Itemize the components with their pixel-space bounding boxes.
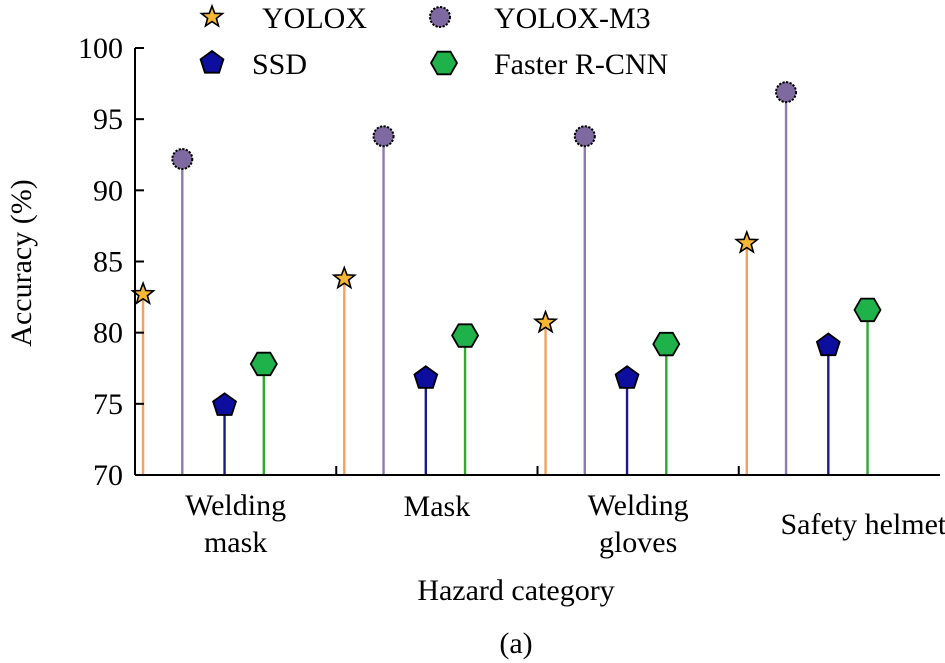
- y-tick-label: 100: [78, 32, 123, 65]
- figure-caption: (a): [499, 627, 532, 660]
- data-point: [734, 229, 760, 254]
- legend-marker: [429, 6, 451, 28]
- data-point: [532, 309, 559, 334]
- legend: YOLOX YOLOX-M3 SSD Faster R-CNN: [199, 2, 668, 81]
- data-point: [573, 125, 596, 148]
- plot-area: [130, 81, 882, 475]
- legend-marker: [429, 50, 459, 76]
- data-point: [853, 297, 882, 323]
- series-yolox: [130, 229, 760, 475]
- data-point: [815, 332, 841, 357]
- legend-label: Faster R-CNN: [494, 48, 668, 81]
- legend-item: Faster R-CNN: [429, 48, 668, 81]
- data-point: [451, 323, 480, 348]
- data-point: [775, 81, 798, 104]
- legend-label: YOLOX: [262, 2, 367, 35]
- x-category-label: Safety helmet: [780, 508, 945, 541]
- y-tick-label: 70: [93, 459, 123, 492]
- data-point: [614, 365, 640, 389]
- x-category-label: mask: [204, 526, 267, 559]
- axes: 70 75 80 85 90 95 100 Welding mask Mask Welding glo…: [78, 32, 945, 559]
- data-point: [249, 351, 278, 377]
- data-point: [413, 365, 439, 389]
- data-point: [372, 125, 395, 148]
- legend-item: SSD: [199, 48, 307, 81]
- y-axis-title: Accuracy (%): [5, 179, 38, 346]
- y-tick-label: 80: [93, 317, 123, 350]
- x-category-label: Welding: [588, 489, 689, 522]
- x-category-label: Welding: [185, 489, 286, 522]
- series-faster-r-cnn: [249, 297, 882, 475]
- x-category-label: gloves: [599, 526, 677, 559]
- data-point: [171, 148, 194, 171]
- series-ssd: [212, 332, 841, 475]
- x-category-label: Mask: [404, 490, 471, 523]
- legend-item: YOLOX: [199, 2, 367, 35]
- legend-marker: [199, 3, 225, 28]
- y-tick-label: 95: [93, 103, 123, 136]
- y-tick-label: 90: [93, 174, 123, 207]
- data-point: [652, 331, 681, 357]
- y-tick-label: 75: [93, 388, 123, 421]
- legend-label: YOLOX-M3: [494, 2, 651, 35]
- legend-marker: [199, 49, 225, 74]
- data-point: [212, 392, 238, 416]
- x-axis-title: Hazard category: [417, 574, 614, 607]
- series-yolox-m3: [171, 81, 798, 475]
- legend-item: YOLOX-M3: [429, 2, 651, 35]
- y-tick-label: 85: [93, 246, 123, 279]
- data-point: [331, 265, 358, 290]
- legend-label: SSD: [252, 48, 307, 81]
